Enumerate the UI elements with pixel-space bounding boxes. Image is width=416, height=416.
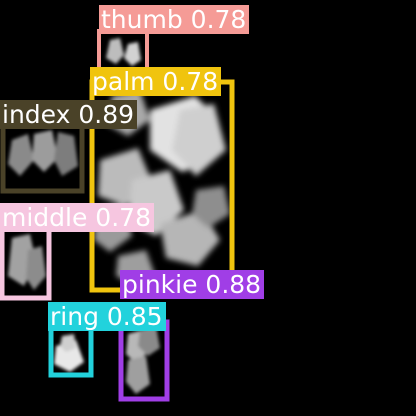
thumb-label: thumb 0.78: [99, 5, 250, 34]
thumb-blob: [106, 38, 141, 66]
pinkie-label: pinkie 0.88: [120, 270, 265, 299]
index-label: index 0.89: [0, 100, 138, 129]
middle-label: middle 0.78: [0, 203, 154, 232]
index-blob: [8, 130, 78, 176]
middle-blob: [8, 234, 46, 290]
ring-blob: [54, 334, 84, 372]
pinkie-blob: [126, 326, 160, 394]
palm-label: palm 0.78: [90, 67, 222, 96]
ring-label: ring 0.85: [48, 302, 166, 331]
